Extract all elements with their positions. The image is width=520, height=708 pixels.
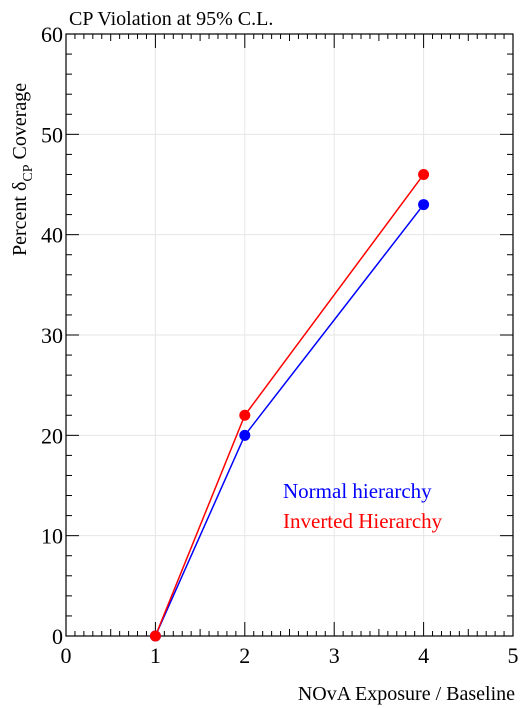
y-axis-label-prefix: Percent [9, 191, 31, 256]
y-tick-label: 10 [41, 524, 63, 549]
minor-ticks [66, 34, 513, 636]
y-axis-label-symbol: δ [9, 182, 31, 191]
legend: Normal hierarchy Inverted Hierarchy [283, 479, 443, 533]
x-tick-label: 2 [239, 643, 250, 668]
data-point [239, 429, 251, 441]
data-point [418, 199, 430, 211]
y-axis-label-suffix: Coverage [9, 83, 31, 165]
x-tick-label: 3 [329, 643, 340, 668]
x-tick-label: 5 [508, 643, 519, 668]
x-tick-label: 1 [150, 643, 161, 668]
y-tick-labels: 0 10 20 30 40 50 60 [41, 22, 63, 649]
y-axis-label: Percent δCP Coverage [9, 83, 36, 256]
data-point [239, 409, 251, 421]
data-point [418, 168, 430, 180]
x-axis-label: NOvA Exposure / Baseline [298, 683, 515, 705]
data-point [149, 630, 161, 642]
y-tick-label: 50 [41, 122, 63, 147]
y-tick-label: 0 [52, 624, 63, 649]
x-tick-labels: 0 1 2 3 4 5 [61, 643, 519, 668]
legend-entry: Normal hierarchy [283, 479, 432, 503]
plot-frame [65, 33, 514, 637]
chart-title: CP Violation at 95% C.L. [69, 8, 273, 30]
y-axis-label-subscript: CP [21, 164, 36, 181]
legend-entry: Inverted Hierarchy [283, 509, 443, 533]
y-tick-label: 40 [41, 223, 63, 248]
series-line [154, 204, 425, 637]
series-layer [149, 168, 430, 642]
x-tick-label: 4 [418, 643, 429, 668]
gridlines [65, 33, 514, 637]
y-tick-label: 20 [41, 423, 63, 448]
y-tick-label: 30 [41, 323, 63, 348]
x-tick-label: 0 [61, 643, 72, 668]
y-tick-label: 60 [41, 22, 63, 47]
series-line [154, 174, 425, 637]
